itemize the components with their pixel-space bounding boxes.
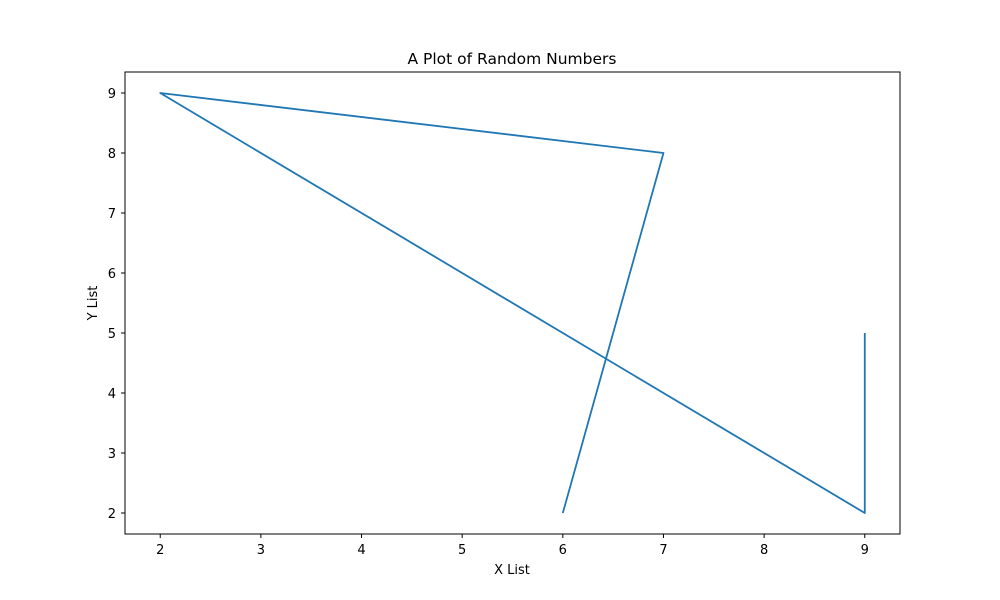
y-tick-label: 4: [108, 387, 116, 402]
plot-frame: [124, 71, 901, 535]
x-tick-label: 3: [257, 543, 265, 558]
series-line: [159, 92, 866, 514]
y-axis-label: Y List: [86, 286, 101, 322]
y-tick-label: 6: [108, 267, 116, 282]
y-tick-label: 8: [108, 147, 116, 162]
chart-title: A Plot of Random Numbers: [408, 50, 617, 68]
x-axis-label: X List: [494, 563, 530, 578]
x-tick-label: 9: [861, 543, 869, 558]
x-tick-label: 6: [559, 543, 567, 558]
x-axis: 2 3 4 5 6 7 8 9: [156, 534, 869, 558]
x-tick-label: 2: [156, 543, 164, 558]
y-tick-label: 3: [108, 447, 116, 462]
y-tick-label: 5: [108, 327, 116, 342]
x-tick-label: 4: [357, 543, 365, 558]
y-axis: 2 3 4 5 6 7 8 9: [108, 87, 125, 522]
y-tick-label: 9: [108, 87, 116, 102]
x-tick-label: 5: [458, 543, 466, 558]
x-tick-label: 7: [659, 543, 667, 558]
x-tick-label: 8: [760, 543, 768, 558]
y-tick-label: 2: [108, 507, 116, 522]
y-tick-label: 7: [108, 207, 116, 222]
series-layer: [159, 92, 866, 514]
